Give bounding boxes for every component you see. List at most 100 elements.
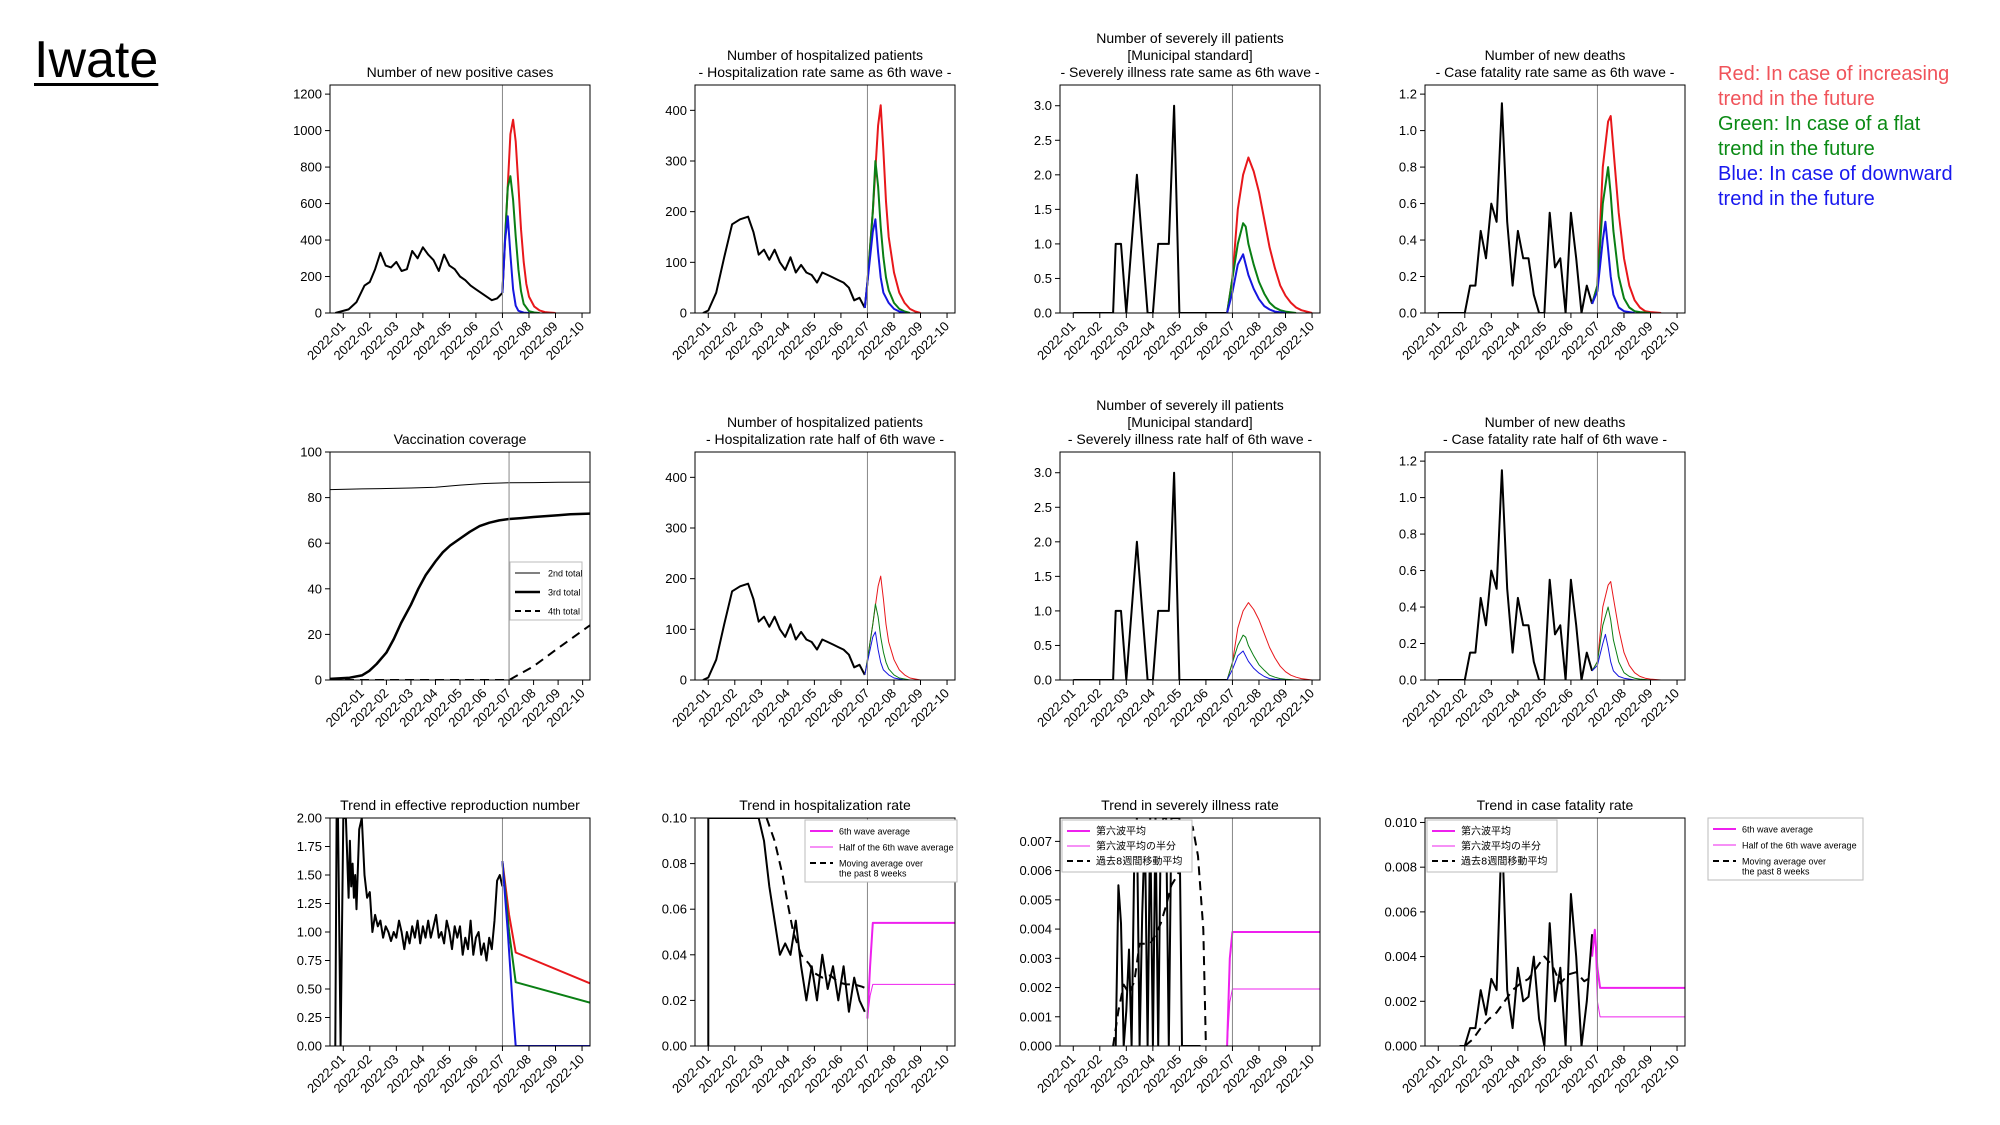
legend-label: 第六波平均 bbox=[1461, 825, 1511, 838]
chart-title: Vaccination coverage bbox=[394, 431, 527, 447]
series-line bbox=[1226, 156, 1313, 313]
chart-c22: Number of hospitalized patients- Hospita… bbox=[665, 414, 956, 730]
plot-frame bbox=[1059, 84, 1321, 314]
chart-legend: 2nd total 3rd total 4th total bbox=[509, 561, 583, 621]
chart-title: - Severely illness rate same as 6th wave… bbox=[1060, 64, 1319, 80]
legend-label: 2nd total bbox=[548, 569, 583, 579]
y-tick-label: 800 bbox=[300, 160, 322, 175]
y-tick-label: 2.5 bbox=[1034, 133, 1052, 148]
plot-frame bbox=[1424, 451, 1686, 681]
series-line bbox=[1073, 471, 1228, 680]
chart-title: Number of new deaths bbox=[1485, 414, 1626, 430]
chart-title: Number of severely ill patients bbox=[1096, 30, 1284, 46]
legend-label: 第六波平均 bbox=[1096, 825, 1146, 838]
chart-title: Number of new positive cases bbox=[367, 64, 554, 80]
chart-title: - Severely illness rate half of 6th wave… bbox=[1068, 431, 1313, 447]
y-tick-label: 0.008 bbox=[1384, 860, 1417, 875]
chart-title: [Municipal standard] bbox=[1127, 47, 1252, 63]
y-tick-label: 0 bbox=[680, 306, 687, 321]
y-tick-label: 0.04 bbox=[662, 947, 687, 962]
chart-title: Trend in effective reproduction number bbox=[340, 797, 580, 813]
y-tick-label: 0.002 bbox=[1019, 980, 1052, 995]
y-tick-label: 400 bbox=[300, 233, 322, 248]
legend-note-blue: Blue: In case of downward trend in the f… bbox=[1718, 162, 1953, 212]
series-line bbox=[1112, 825, 1207, 1046]
plot-frame bbox=[1424, 817, 1686, 1047]
series-line bbox=[1114, 818, 1201, 1046]
y-tick-label: 1.0 bbox=[1399, 123, 1417, 138]
y-tick-label: 80 bbox=[308, 490, 322, 505]
y-tick-label: 0.8 bbox=[1399, 527, 1417, 542]
y-tick-label: 0.6 bbox=[1399, 196, 1417, 211]
y-tick-label: 0.004 bbox=[1019, 922, 1052, 937]
series-line bbox=[1459, 825, 1594, 1046]
y-tick-label: 1000 bbox=[293, 123, 322, 138]
y-tick-label: 0.50 bbox=[297, 982, 322, 997]
y-tick-label: 100 bbox=[300, 445, 322, 460]
y-tick-label: 0.005 bbox=[1019, 892, 1052, 907]
legend-label: 過去8週間移動平均 bbox=[1461, 855, 1547, 868]
legend-note-blue-line-2: trend in the future bbox=[1718, 188, 1875, 210]
series-line bbox=[1591, 581, 1662, 680]
y-tick-label: 600 bbox=[300, 196, 322, 211]
series-line bbox=[1226, 634, 1297, 680]
y-tick-label: 2.0 bbox=[1034, 534, 1052, 549]
legend-label: Moving average over bbox=[839, 859, 923, 869]
y-tick-label: 0.006 bbox=[1384, 904, 1417, 919]
plot-frame bbox=[1424, 84, 1686, 314]
series-line bbox=[866, 983, 955, 1019]
y-tick-label: 60 bbox=[308, 536, 322, 551]
y-tick-label: 2.0 bbox=[1034, 167, 1052, 182]
chart-title: Trend in case fatality rate bbox=[1477, 797, 1634, 813]
chart-c34: Trend in case fatality rate 0.000 0.002 0.0… bbox=[1384, 797, 1686, 1096]
page-title: Iwate bbox=[34, 31, 159, 89]
y-tick-label: 0.2 bbox=[1399, 636, 1417, 651]
series-line bbox=[864, 575, 921, 680]
y-tick-label: 0.0 bbox=[1034, 673, 1052, 688]
y-tick-label: 0.004 bbox=[1384, 949, 1417, 964]
series-line bbox=[1226, 650, 1286, 680]
series-line bbox=[501, 175, 540, 313]
y-tick-label: 0.010 bbox=[1384, 815, 1417, 830]
legend-label: Half of the 6th wave average bbox=[1742, 841, 1857, 851]
chart-title: Trend in severely illness rate bbox=[1101, 797, 1279, 813]
y-tick-label: 40 bbox=[308, 581, 322, 596]
series-line bbox=[702, 582, 866, 680]
series-line bbox=[1591, 928, 1685, 989]
series-line bbox=[330, 512, 590, 680]
chart-title: - Hospitalization rate same as 6th wave … bbox=[699, 64, 952, 80]
chart-title: Number of severely ill patients bbox=[1096, 397, 1284, 413]
y-tick-label: 0.006 bbox=[1019, 863, 1052, 878]
legend-note-red-line-1: Red: In case of increasing bbox=[1718, 63, 1950, 85]
y-tick-label: 1.50 bbox=[297, 868, 322, 883]
y-tick-label: 0.5 bbox=[1034, 271, 1052, 286]
legend-note-green: Green: In case of a flat trend in the fu… bbox=[1718, 112, 1920, 162]
series-line bbox=[1073, 104, 1228, 313]
y-tick-label: 1.0 bbox=[1034, 236, 1052, 251]
y-tick-label: 1.5 bbox=[1034, 202, 1052, 217]
series-line bbox=[1591, 606, 1651, 680]
chart-title: Number of hospitalized patients bbox=[727, 414, 923, 430]
y-tick-label: 100 bbox=[665, 255, 687, 270]
series-line bbox=[864, 603, 910, 680]
legend-box bbox=[1426, 819, 1558, 873]
y-tick-label: 0 bbox=[315, 306, 322, 321]
y-tick-label: 0.10 bbox=[662, 811, 687, 826]
y-tick-label: 1.0 bbox=[1034, 603, 1052, 618]
y-tick-label: 0.6 bbox=[1399, 563, 1417, 578]
y-tick-label: 300 bbox=[665, 154, 687, 169]
plot-frame bbox=[694, 451, 956, 681]
series-line bbox=[1226, 988, 1320, 1046]
y-tick-label: 0.0 bbox=[1399, 306, 1417, 321]
legend-label: 第六波平均の半分 bbox=[1096, 840, 1176, 853]
y-tick-label: 2.5 bbox=[1034, 500, 1052, 515]
y-tick-label: 20 bbox=[308, 627, 322, 642]
y-tick-label: 0.00 bbox=[297, 1039, 322, 1054]
chart-title: Number of new deaths bbox=[1485, 47, 1626, 63]
y-tick-label: 200 bbox=[665, 204, 687, 219]
y-tick-label: 0.2 bbox=[1399, 269, 1417, 284]
y-tick-label: 1.75 bbox=[297, 839, 322, 854]
y-tick-label: 0.007 bbox=[1019, 834, 1052, 849]
series-line bbox=[864, 631, 905, 680]
y-tick-label: 400 bbox=[665, 470, 687, 485]
